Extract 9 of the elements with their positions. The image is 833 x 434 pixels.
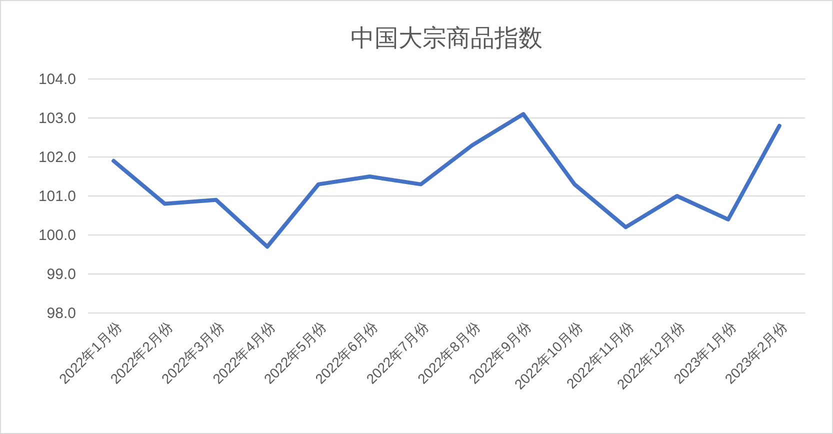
y-tick-label: 103.0 — [38, 110, 76, 127]
chart-title: 中国大宗商品指数 — [350, 24, 542, 52]
y-tick-label: 98.0 — [46, 304, 76, 322]
y-tick-label: 104.0 — [38, 70, 76, 88]
y-tick-label: 99.0 — [46, 266, 76, 283]
y-tick-label: 101.0 — [38, 188, 76, 205]
line-series — [112, 112, 782, 249]
y-tick-label: 102.0 — [38, 148, 76, 166]
y-tick-label: 100.0 — [38, 226, 76, 244]
